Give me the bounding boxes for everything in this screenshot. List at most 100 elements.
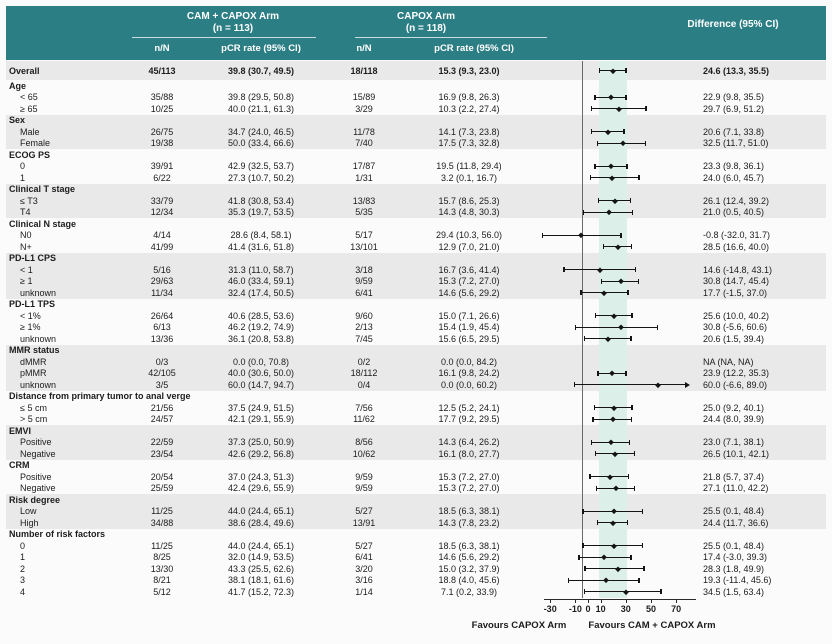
table-row: pMMR 42/105 40.0 (30.6, 50.0) 18/112 16.1 (9…: [6, 367, 826, 379]
zero-reference-line: [582, 275, 583, 287]
axis-tick-label: -10: [568, 604, 582, 614]
ci-cap-right: [625, 370, 627, 376]
forest-plot-cell: [538, 413, 690, 425]
ci-cap-left: [594, 451, 597, 457]
axis-tick-label: 0: [585, 604, 591, 614]
zero-reference-line: [582, 91, 583, 103]
table-row: N0 4/14 28.6 (8.4, 58.1) 5/17 29.4 (10.3, 56…: [6, 229, 826, 241]
zero-reference-line: [582, 114, 583, 126]
nN-arm2: 9/59: [355, 483, 373, 494]
difference-header: Difference (95% CI): [687, 19, 779, 30]
pcr-arm2: [400, 80, 538, 92]
nN-arm1: [130, 391, 194, 403]
forest-plot-cell: [538, 206, 690, 218]
table-row: < 65 35/88 39.8 (29.5, 50.8) 15/89 16.9 (9.8…: [6, 91, 826, 103]
nN-arm1: [130, 345, 194, 357]
nN-arm1: 25/59: [150, 483, 174, 494]
overall-ci-band: [598, 80, 627, 92]
zero-reference-line: [582, 241, 583, 253]
forest-plot-cell: [538, 540, 690, 552]
arm2-spanner-underline: [355, 37, 547, 38]
ci-cap-right: [623, 129, 625, 135]
nN-arm1: [130, 184, 194, 196]
nN-arm1: [130, 494, 194, 506]
nN-arm2: 5/27: [355, 540, 373, 551]
axis-line: [544, 599, 696, 600]
ci-line: [574, 326, 659, 328]
pcr-arm1: [194, 529, 328, 541]
row-label: 2: [20, 563, 26, 574]
axis-tick: [575, 599, 577, 603]
ci-cap-left: [590, 439, 593, 445]
ci-cap-left: [594, 313, 597, 319]
zero-reference-line: [582, 160, 583, 172]
forest-plot-cell: [538, 103, 690, 115]
row-label: Overall: [9, 65, 40, 76]
ci-cap-left: [574, 324, 577, 330]
zero-reference-line: [582, 563, 583, 575]
nN-arm2: 6/41: [355, 552, 373, 563]
ci-line: [584, 568, 645, 570]
pcr-arm2: 3.2 (0.1, 16.7): [440, 172, 498, 183]
pcr-arm1: 41.8 (30.8, 53.4): [227, 195, 295, 206]
col-header-nN-arm1: n/N: [154, 43, 170, 54]
table-row: ≥ 65 10/25 40.0 (21.1, 61.3) 3/29 10.3 (2.2,…: [6, 103, 826, 115]
pcr-arm2: 7.1 (0.2, 33.9): [440, 586, 498, 597]
forest-plot-cell: [538, 459, 690, 471]
nN-arm1: 4/14: [153, 230, 171, 241]
overall-ci-band: [598, 298, 627, 310]
pcr-arm1: 46.2 (19.2, 74.9): [227, 322, 295, 333]
forest-plot-cell: [538, 149, 690, 161]
difference-value: [690, 391, 826, 403]
zero-reference-line: [582, 195, 583, 207]
table-row: EMVI: [6, 425, 826, 437]
forest-plot-cell: [538, 172, 690, 184]
difference-value: 29.7 (6.9, 51.2): [703, 103, 765, 114]
pcr-arm1: 37.5 (24.9, 51.5): [227, 402, 295, 413]
pcr-arm2: 14.3 (6.4, 26.2): [438, 437, 500, 448]
ci-cap-right: [631, 405, 633, 411]
ci-cap-left: [598, 67, 601, 74]
table-row: ≥ 1 29/63 46.0 (33.4, 59.1) 9/59 15.3 (7.2, …: [6, 275, 826, 287]
difference-value: 23.0 (7.1, 38.1): [703, 437, 765, 448]
difference-value: 23.3 (9.8, 36.1): [703, 161, 765, 172]
pcr-arm1: [194, 253, 328, 265]
row-label: T4: [20, 207, 31, 218]
forest-plot-cell: [538, 218, 690, 230]
pcr-arm1: [194, 494, 328, 506]
table-row: Sex: [6, 114, 826, 126]
nN-arm2: 11/78: [353, 126, 375, 137]
pcr-arm1: 37.0 (24.3, 51.3): [227, 471, 295, 482]
difference-value: [690, 425, 826, 437]
ci-cap-right: [625, 67, 627, 74]
axis-tick: [651, 599, 652, 603]
row-label: ≤ T3: [20, 195, 38, 206]
row-label: unknown: [20, 333, 57, 344]
table-row: PD-L1 CPS: [6, 252, 826, 265]
difference-value: NA (NA, NA): [703, 356, 754, 367]
table-row: Positive 20/54 37.0 (24.3, 51.3) 9/59 15.3 (…: [6, 471, 826, 483]
row-label: Positive: [20, 437, 52, 448]
forest-plot-cell: [538, 310, 690, 322]
ci-cap-right: [627, 290, 629, 296]
nN-arm1: [130, 80, 194, 92]
difference-value: 25.5 (0.1, 48.4): [703, 506, 765, 517]
ci-cap-left: [590, 129, 593, 135]
difference-value: 26.5 (10.1, 42.1): [703, 448, 770, 459]
nN-arm2: 7/40: [355, 138, 373, 149]
axis-tick-label: 30: [620, 604, 631, 614]
nN-arm2: 5/27: [355, 506, 373, 517]
forest-plot-cell: [538, 356, 690, 368]
nN-arm1: 41/99: [150, 241, 174, 252]
pcr-arm1: [194, 460, 328, 472]
ci-cap-left: [595, 485, 598, 491]
forest-plot-cell: [538, 425, 690, 437]
table-row: N+ 41/99 41.4 (31.6, 51.8) 13/101 12.9 (7.0,…: [6, 241, 826, 253]
nN-arm1: 5/16: [153, 264, 171, 275]
ci-line: [573, 384, 686, 386]
zero-reference-line: [582, 218, 583, 230]
pcr-arm1: 38.1 (18.1, 61.6): [227, 575, 295, 586]
pcr-arm2: 15.4 (1.9, 45.4): [438, 322, 500, 333]
pcr-arm2: 18.5 (6.3, 38.1): [438, 506, 500, 517]
nN-arm2: 3/16: [355, 575, 373, 586]
